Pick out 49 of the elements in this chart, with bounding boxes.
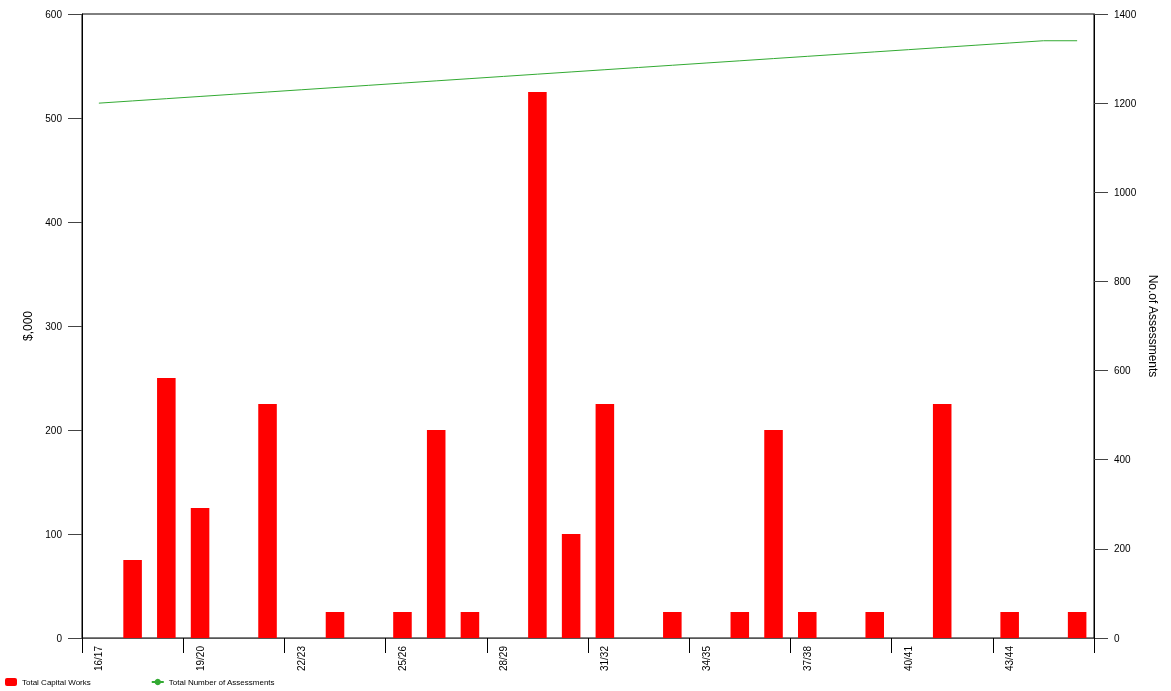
line-series — [98, 40, 1078, 104]
y2-tick-label: 400 — [1114, 454, 1132, 466]
bar — [561, 534, 581, 638]
bar — [865, 612, 885, 638]
x-tick-label: 22/23 — [295, 645, 307, 672]
bar — [663, 612, 682, 638]
legend-label: Total Capital Works — [22, 677, 91, 687]
y2-tick-label: 600 — [1114, 365, 1132, 377]
y2-tick-label: 0 — [1114, 632, 1120, 644]
y-tick-label: 100 — [45, 528, 63, 540]
bar — [258, 404, 277, 638]
bar — [460, 612, 480, 638]
y-tick-label: 500 — [45, 112, 63, 124]
y-tick-label: 0 — [56, 632, 63, 644]
x-tick-label: 16/17 — [93, 645, 105, 672]
y-axis-title: $,000 — [21, 310, 35, 342]
bar — [528, 92, 547, 638]
bar — [1067, 612, 1087, 638]
y2-tick-label: 1400 — [1114, 8, 1137, 20]
bar — [190, 508, 210, 638]
bar — [730, 612, 750, 638]
bar — [932, 404, 952, 638]
y2-tick-label: 1200 — [1114, 97, 1137, 109]
x-tick-label: 43/44 — [1004, 645, 1016, 672]
y2-tick-label: 1000 — [1114, 186, 1137, 198]
y2-axis-title: No.of Assessments — [1146, 274, 1161, 378]
bar — [595, 404, 615, 638]
y-tick-label: 600 — [45, 8, 63, 20]
y2-tick-label: 800 — [1114, 275, 1132, 287]
x-tick-label: 37/38 — [801, 645, 813, 672]
x-tick-label: 40/41 — [902, 645, 914, 672]
y-tick-label: 300 — [45, 320, 63, 332]
bar — [393, 612, 412, 638]
y2-tick-label: 200 — [1114, 543, 1132, 555]
bar — [1000, 612, 1019, 638]
x-tick-label: 28/29 — [498, 645, 510, 672]
bar — [764, 430, 783, 638]
bar — [325, 612, 345, 638]
bar — [426, 430, 446, 638]
bar — [123, 560, 142, 638]
x-tick-label: 31/32 — [599, 645, 611, 672]
legend-label: Total Number of Assessments — [168, 677, 275, 687]
x-tick-label: 19/20 — [194, 645, 206, 672]
x-tick-label: 25/26 — [396, 645, 408, 672]
y-tick-label: 200 — [45, 424, 63, 436]
y-tick-label: 400 — [45, 216, 63, 228]
bar — [157, 378, 176, 638]
bar — [797, 612, 817, 638]
x-tick-label: 34/35 — [700, 645, 712, 672]
